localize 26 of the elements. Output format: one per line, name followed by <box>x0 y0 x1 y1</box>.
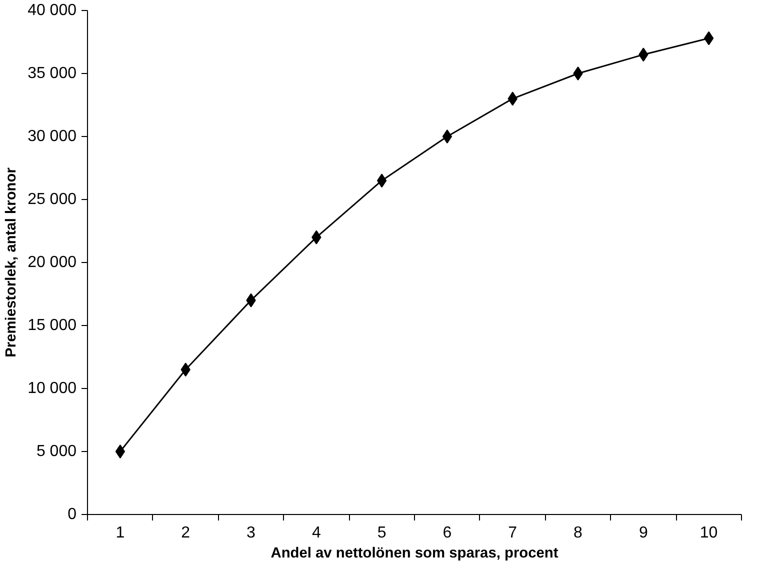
x-tick-label: 4 <box>312 524 321 542</box>
x-tick-label: 7 <box>508 524 518 542</box>
point <box>704 31 714 46</box>
x-axis-title: Andel av nettolönen som sparas, procent <box>270 546 558 562</box>
y-tick-label: 10 000 <box>28 380 77 397</box>
y-tick-label: 30 000 <box>28 128 77 145</box>
x-tick-label: 10 <box>700 524 718 542</box>
y-tick-label: 25 000 <box>28 191 77 208</box>
y-tick-label: 15 000 <box>28 317 77 334</box>
x-tick-label: 6 <box>442 524 452 542</box>
y-tick-label: 5 000 <box>36 443 77 460</box>
point <box>442 130 452 144</box>
point <box>573 66 583 80</box>
point <box>115 444 126 458</box>
y-tick-label: 0 <box>68 506 77 523</box>
x-tick-label: 8 <box>574 524 583 542</box>
y-tick-label: 35 000 <box>28 65 77 82</box>
y-tick-label: 20 000 <box>28 254 77 271</box>
x-tick-label: 1 <box>116 524 125 542</box>
x-tick-label: 3 <box>246 524 256 542</box>
point <box>376 174 387 188</box>
y-axis-title: Premiestorlek, antal kronor <box>4 167 20 358</box>
x-tick-label: 5 <box>377 524 386 542</box>
x-tick-label: 9 <box>638 524 648 542</box>
x-tick-label: 2 <box>181 524 190 542</box>
y-tick-label: 40 000 <box>28 2 77 19</box>
